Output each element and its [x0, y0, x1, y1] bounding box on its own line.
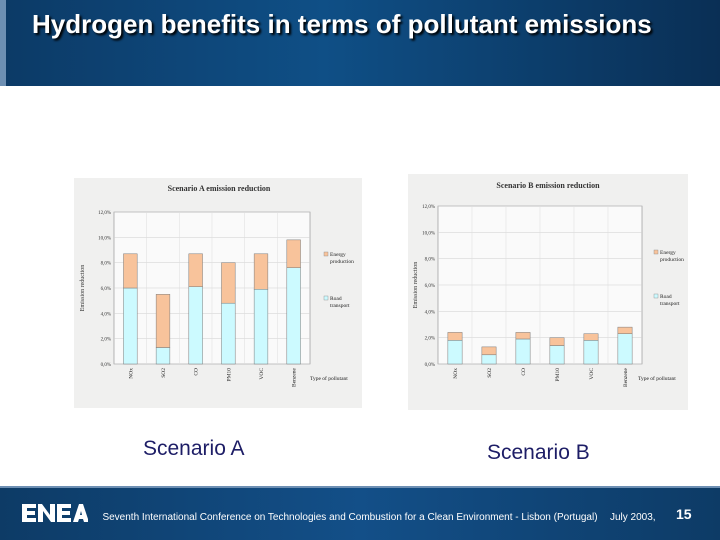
scenario-a-label: Scenario A [143, 437, 245, 460]
scenario-a-legend-swatch [323, 295, 329, 301]
chart-panel-b: Scenario B emission reduction Emission re… [408, 174, 688, 410]
scenario-b-bar-road [481, 354, 497, 365]
scenario-a-bar-energy [286, 239, 301, 268]
scenario-b-x-tick-label: Benzene [623, 367, 629, 386]
enea-logo [22, 504, 88, 522]
title-bar [0, 0, 720, 86]
scenario-a-bar-energy [123, 253, 138, 289]
scenario-b-y-tick-label: 0,0% [425, 363, 435, 368]
title-accent [0, 0, 6, 86]
scenario-b-legend-label: Energy production [660, 250, 684, 263]
scenario-b-bar-road [447, 340, 463, 365]
footer-divider [0, 486, 720, 488]
scenario-a-y-axis-label: Emission reduction [80, 265, 86, 312]
scenario-b-x-tick-label: NOx [453, 368, 459, 379]
scenario-a-legend-label: Energy production [330, 252, 354, 265]
scenario-b-y-tick-label: 2,0% [425, 337, 435, 342]
scenario-a-bar-energy [253, 253, 269, 290]
scenario-a-bar-energy [221, 262, 236, 304]
scenario-b-y-tick-label: 12,0% [422, 205, 435, 210]
scenario-b-x-axis-label: Type of pollutant [638, 375, 676, 382]
scenario-a-bar-road [286, 267, 301, 365]
scenario-a-chart-title: Scenario A emission reduction [168, 184, 271, 193]
scenario-a-bar-energy [155, 294, 171, 348]
scenario-a-y-tick-label: 4,0% [101, 312, 111, 317]
scenario-a-bar-road [253, 289, 269, 365]
chart-panel-a: Scenario A emission reduction Emission re… [74, 178, 362, 408]
scenario-a-x-tick-label: NOx [128, 368, 134, 379]
scenario-a-y-tick-label: 12,0% [98, 211, 111, 216]
scenario-a-x-axis-label: Type of pollutant [310, 375, 348, 382]
scenario-b-legend-label: Road transport [660, 294, 680, 307]
scenario-a-x-tick-label: VOC [259, 368, 265, 380]
scenario-a-y-tick-label: 6,0% [101, 287, 111, 292]
scenario-b-x-tick-label: PM10 [555, 368, 561, 382]
scenario-b-bar-road [515, 338, 531, 365]
scenario-b-label: Scenario B [487, 441, 590, 464]
scenario-a-y-tick-label: 10,0% [98, 236, 111, 241]
scenario-b-y-tick-label: 8,0% [425, 258, 435, 263]
scenario-b-bar-road [549, 345, 565, 365]
scenario-b-bar-energy [583, 333, 599, 341]
scenario-a-x-tick-label: PM10 [226, 368, 232, 382]
page-number: 15 [676, 506, 692, 522]
footer-bar [0, 488, 720, 540]
scenario-a-bar-energy [188, 253, 203, 287]
scenario-b-bar-energy [481, 346, 497, 356]
scenario-b-bar-road [617, 333, 633, 365]
scenario-a-x-tick-label: SO2 [161, 368, 167, 378]
scenario-a-bar-road [188, 286, 203, 365]
scenario-a-y-tick-label: 2,0% [101, 338, 111, 343]
footer-date: July 2003, [610, 512, 656, 523]
scenario-b-y-tick-label: 10,0% [422, 231, 435, 236]
scenario-b-legend-swatch [653, 249, 659, 255]
scenario-a-chart: Scenario A emission reduction Emission re… [80, 184, 354, 387]
scenario-b-bar-energy [549, 337, 565, 346]
scenario-a-legend-label: Road transport [330, 296, 350, 309]
scenario-a-bar-road [221, 302, 236, 365]
scenario-a-x-tick-label: CO [194, 368, 200, 376]
slide-title: Hydrogen benefits in terms of pollutant … [32, 9, 652, 39]
scenario-b-chart-title: Scenario B emission reduction [496, 181, 600, 190]
scenario-a-bar-road [155, 347, 171, 365]
scenario-b-y-axis-label: Emission reduction [413, 262, 419, 309]
scenario-a-bar-road [123, 287, 138, 365]
scenario-b-x-tick-label: CO [521, 368, 527, 376]
scenario-b-y-tick-label: 6,0% [425, 284, 435, 289]
scenario-b-bar-energy [617, 326, 633, 334]
scenario-a-x-tick-label: Benzene [292, 367, 298, 386]
scenario-b-x-tick-label: VOC [589, 368, 595, 380]
scenario-a-y-tick-label: 0,0% [101, 363, 111, 368]
scenario-a-legend-swatch [323, 251, 329, 257]
scenario-b-bar-road [583, 340, 599, 365]
scenario-b-legend-swatch [653, 293, 659, 299]
scenario-a-y-tick-label: 8,0% [101, 262, 111, 267]
scenario-b-bar-energy [447, 332, 463, 341]
scenario-b-bar-energy [515, 332, 531, 340]
footer-conference: Seventh International Conference on Tech… [102, 512, 598, 523]
scenario-b-chart: Scenario B emission reduction Emission re… [413, 181, 684, 387]
scenario-b-x-tick-label: SO2 [487, 368, 493, 378]
scenario-b-y-tick-label: 4,0% [425, 310, 435, 315]
